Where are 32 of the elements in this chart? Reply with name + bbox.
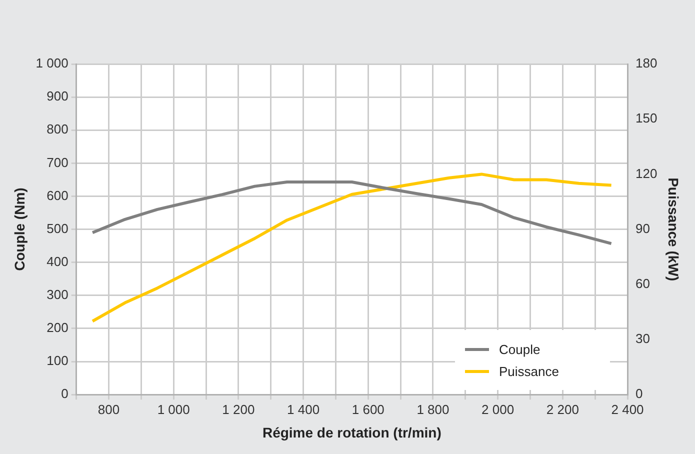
x-tick-label: 2 000 <box>482 402 514 417</box>
y2-tick-label: 180 <box>636 56 658 71</box>
y-tick-label: 400 <box>46 254 68 269</box>
y2-axis-title: Puissance (kW) <box>666 178 682 282</box>
legend-label: Puissance <box>499 364 559 378</box>
y-tick-label: 100 <box>46 353 68 368</box>
x-tick-label: 1 400 <box>287 402 320 417</box>
y2-tick-label: 30 <box>636 331 650 346</box>
x-tick-label: 1 000 <box>157 402 190 417</box>
x-tick-label: 800 <box>98 402 120 417</box>
y-tick-label: 900 <box>46 88 68 104</box>
y-tick-label: 300 <box>46 287 68 302</box>
y2-tick-label: 0 <box>636 386 643 402</box>
y-axis-title: Couple (Nm) <box>11 188 28 271</box>
y-tick-label: 200 <box>46 320 68 336</box>
x-tick-label: 2 400 <box>611 402 644 417</box>
y-tick-label: 600 <box>46 188 68 203</box>
x-tick-label: 2 200 <box>546 402 579 417</box>
y2-tick-label: 150 <box>636 110 658 126</box>
y2-tick-label: 60 <box>636 276 650 291</box>
x-tick-label: 1 600 <box>352 402 384 417</box>
y-tick-label: 800 <box>46 122 68 137</box>
x-tick-label: 1 800 <box>416 402 450 417</box>
y2-tick-label: 120 <box>636 166 658 181</box>
y-tick-label: 0 <box>61 386 68 402</box>
x-axis-title: Régime de rotation (tr/min) <box>262 424 442 440</box>
legend-label: Couple <box>499 342 540 356</box>
y-tick-label: 700 <box>46 154 68 170</box>
y-tick-label: 500 <box>46 220 68 236</box>
y-tick-label: 1 000 <box>36 56 68 71</box>
x-tick-label: 1 200 <box>222 402 255 417</box>
y2-tick-label: 90 <box>636 220 650 236</box>
